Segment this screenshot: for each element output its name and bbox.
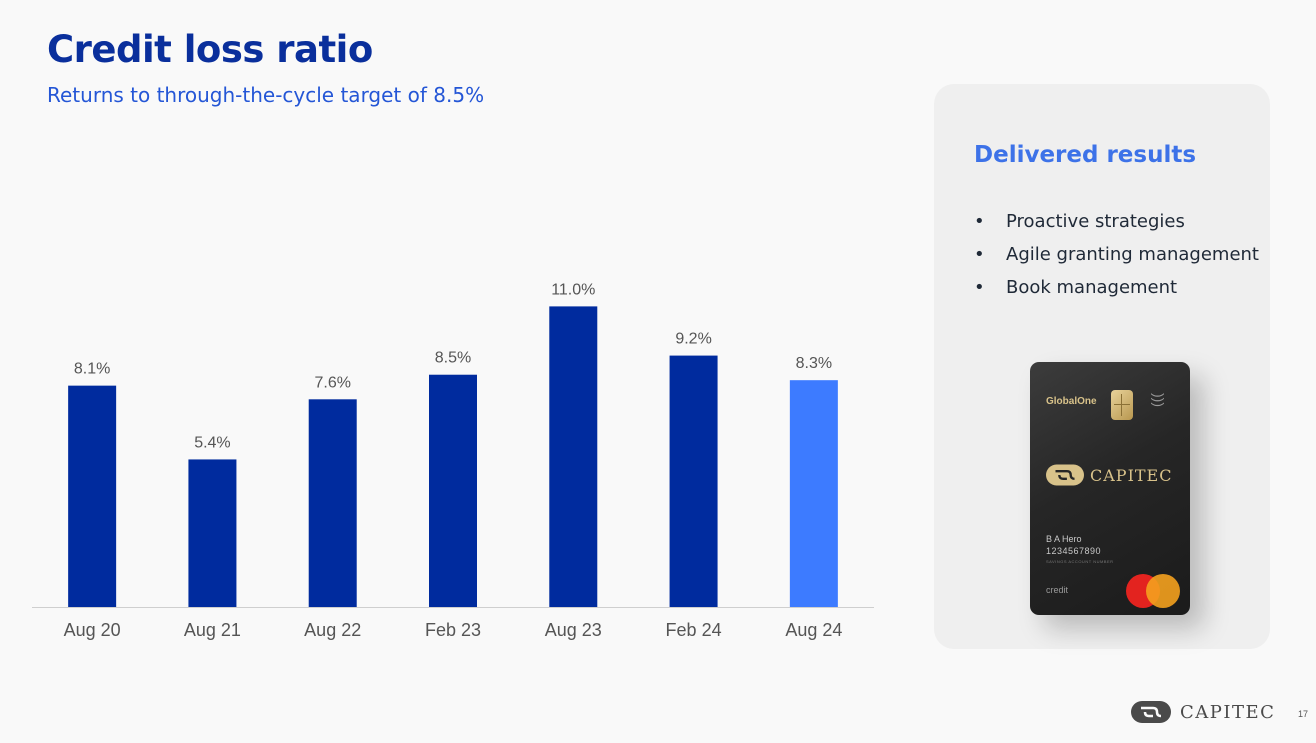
footer-brand: CAPITEC (1180, 702, 1276, 723)
bullet-icon: • (974, 211, 985, 232)
credit-loss-ratio-chart: 8.1% Aug 20 5.4% Aug 21 7.6% Aug 22 8.5% Feb 23… (32, 281, 874, 640)
list-item-label: Agile granting management (1006, 244, 1259, 265)
credit-card-image: GlobalOne ))) CAPITEC B A Hero 123456789… (1030, 362, 1190, 615)
card-number: 1234567890 (1046, 546, 1102, 556)
x-tick-label-5: Feb 24 (666, 620, 722, 640)
card-account-label: SAVINGS ACCOUNT NUMBER (1046, 559, 1114, 564)
data-label-5: 9.2% (675, 331, 711, 348)
bar-0 (68, 385, 117, 607)
list-item-label: Proactive strategies (1006, 211, 1185, 232)
list-item: • Proactive strategies (974, 210, 1259, 243)
slide-title: Credit loss ratio (47, 28, 373, 71)
bullet-icon: • (974, 244, 985, 265)
bullet-icon: • (974, 277, 985, 298)
data-label-6: 8.3% (796, 355, 832, 372)
data-label-4: 11.0% (551, 281, 595, 298)
results-list: • Proactive strategies • Agile granting ma… (974, 210, 1259, 309)
x-tick-label-2: Aug 22 (304, 620, 361, 640)
data-label-2: 7.6% (314, 374, 350, 391)
bar-5 (669, 355, 718, 607)
slide-subtitle: Returns to through-the-cycle target of 8… (47, 83, 485, 107)
bar-3 (429, 374, 477, 607)
x-tick-label-1: Aug 21 (184, 620, 241, 640)
list-item-label: Book management (1006, 277, 1178, 298)
data-label-1: 5.4% (194, 434, 230, 451)
contactless-icon: ))) (1151, 393, 1167, 407)
card-type: credit (1046, 585, 1069, 595)
capitec-logo-icon (1046, 464, 1084, 486)
card-holder: B A Hero (1046, 534, 1082, 544)
bar-1 (188, 459, 237, 607)
x-tick-label-6: Aug 24 (785, 620, 842, 640)
data-label-0: 8.1% (74, 361, 110, 378)
card-brand: GlobalOne (1046, 396, 1097, 407)
mastercard-icon-overlap (1146, 574, 1180, 608)
bar-6 (789, 380, 838, 607)
panel-heading: Delivered results (974, 142, 1197, 168)
list-item: • Book management (974, 276, 1259, 309)
bar-2 (308, 399, 357, 607)
x-tick-label-4: Aug 23 (545, 620, 602, 640)
page-number: 17 (1298, 709, 1309, 719)
capitec-logo-icon (1131, 701, 1171, 723)
x-tick-label-0: Aug 20 (64, 620, 121, 640)
x-tick-label-3: Feb 23 (425, 620, 481, 640)
data-label-3: 8.5% (435, 350, 471, 367)
bar-4 (549, 306, 598, 607)
list-item: • Agile granting management (974, 243, 1259, 276)
card-chip-icon (1111, 390, 1133, 420)
card-bank-name: CAPITEC (1090, 466, 1173, 485)
delivered-results-panel: Delivered results • Proactive strategies … (934, 84, 1270, 649)
